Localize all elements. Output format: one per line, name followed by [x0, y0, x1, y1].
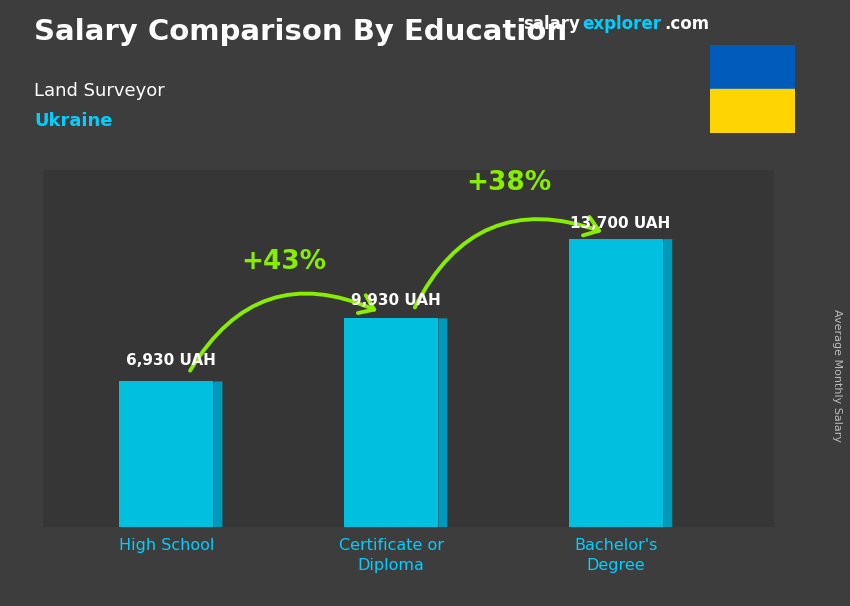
Text: 6,930 UAH: 6,930 UAH: [126, 353, 216, 368]
Polygon shape: [439, 318, 447, 527]
Text: +38%: +38%: [467, 170, 552, 196]
Text: .com: .com: [665, 15, 710, 33]
Text: Average Monthly Salary: Average Monthly Salary: [832, 309, 842, 442]
Text: Land Surveyor: Land Surveyor: [34, 82, 165, 100]
FancyArrowPatch shape: [190, 293, 374, 371]
Bar: [710, 89, 795, 133]
FancyArrowPatch shape: [415, 217, 599, 307]
Text: +43%: +43%: [241, 249, 327, 275]
FancyBboxPatch shape: [119, 381, 213, 527]
FancyBboxPatch shape: [569, 239, 663, 527]
Text: explorer: explorer: [582, 15, 661, 33]
Text: 9,930 UAH: 9,930 UAH: [351, 293, 440, 308]
Text: Ukraine: Ukraine: [34, 112, 112, 130]
Text: Salary Comparison By Education: Salary Comparison By Education: [34, 18, 567, 46]
Text: salary: salary: [523, 15, 580, 33]
Text: 13,700 UAH: 13,700 UAH: [570, 216, 671, 231]
Bar: [710, 45, 795, 89]
Polygon shape: [213, 381, 223, 527]
Polygon shape: [663, 239, 672, 527]
FancyBboxPatch shape: [344, 318, 439, 527]
